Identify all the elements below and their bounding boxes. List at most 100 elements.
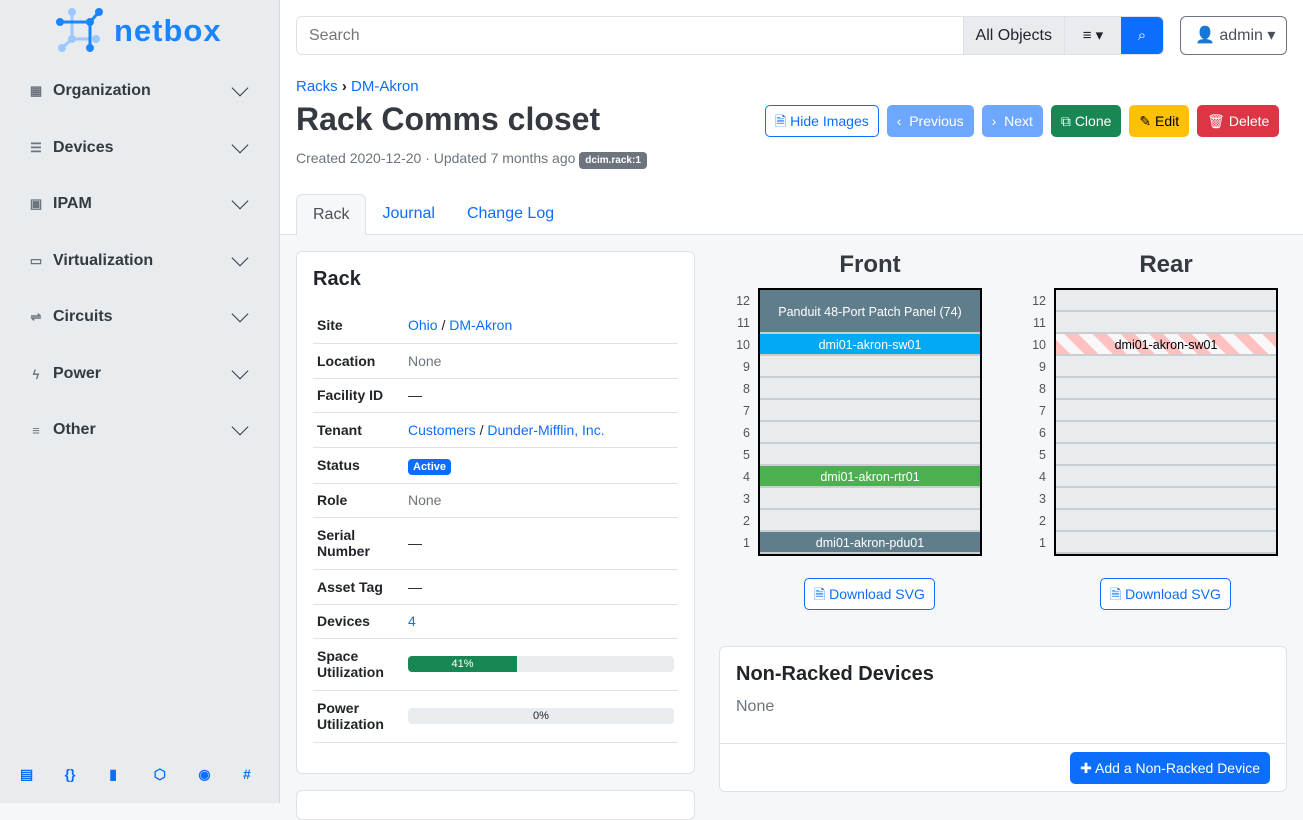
rack-unit-slot[interactable] [760,400,980,422]
api-icon[interactable]: {} [64,766,76,782]
rack-unit-slot[interactable] [1056,400,1276,422]
label: Add a Non-Racked Device [1095,760,1260,776]
user-menu[interactable]: 👤 admin ▾ [1180,16,1287,55]
label: Clone [1074,113,1112,129]
chevron-down-icon [231,418,249,436]
server-icon: ☰ [30,140,42,155]
page-meta: Created 2020-12-20 · Updated 7 months ag… [296,150,647,169]
sidebar-item-other[interactable]: ≡ Other [28,418,252,439]
unit-number: 6 [1039,426,1046,440]
sidebar-item-ipam[interactable]: ▣ IPAM [28,192,252,213]
sidebar-item-devices[interactable]: ☰ Devices [28,136,252,157]
space-utilization-bar: 41% [408,656,674,672]
clone-button[interactable]: ⧉ Clone [1050,105,1122,137]
sidebar-item-label: Circuits [53,308,113,325]
sidebar-item-organization[interactable]: ▦ Organization [28,79,252,100]
attr-label: Tenant [313,412,404,448]
tenant-group-link[interactable]: Customers [408,421,476,438]
site-link[interactable]: DM-Akron [449,316,513,333]
devices-link[interactable]: 4 [408,613,416,629]
tab-changelog[interactable]: Change Log [466,205,555,222]
rack-unit-slot[interactable] [760,356,980,378]
previous-button[interactable]: ‹ Previous [886,105,974,137]
rack-unit-slot[interactable] [760,510,980,532]
unit-number: 5 [743,448,750,462]
download-front-svg-button[interactable]: 🗎 Download SVG [804,578,935,610]
sidebar-item-label: Virtualization [53,252,154,269]
rack-unit-slot[interactable] [1056,510,1276,532]
region-link[interactable]: Ohio [408,316,438,333]
attr-label: Status [313,447,404,484]
chevron-down-icon [231,79,249,97]
rack-unit-slot[interactable] [1056,466,1276,488]
tenant-link[interactable]: Dunder-Mifflin, Inc. [487,421,605,438]
unit-number: 10 [736,338,750,352]
unit-number: 8 [1039,382,1046,396]
hide-images-button[interactable]: 🗎 Hide Images [765,105,879,137]
unit-number: 11 [737,316,750,330]
brand-name: netbox [114,13,222,48]
search-button[interactable]: ⌕ [1121,17,1163,54]
status-badge: Active [408,459,452,475]
search-icon: ⌕ [1137,27,1147,44]
rack-unit-slot[interactable] [760,444,980,466]
rack-unit-slot[interactable] [1056,422,1276,444]
graphql-icon[interactable]: ⬡ [153,766,167,782]
front-title: Front [839,251,901,278]
sidebar-item-virtualization[interactable]: ▭ Virtualization [28,249,252,270]
attr-label: Power Utilization [313,690,404,743]
next-button[interactable]: › Next [981,105,1043,137]
rack-device[interactable]: dmi01-akron-sw01 [760,334,980,356]
label: Delete [1228,113,1270,129]
sidebar-item-circuits[interactable]: ⇌ Circuits [28,305,252,326]
slack-icon[interactable]: # [242,766,251,782]
filter-icon: ≡ ▾ [1082,27,1104,44]
rack-unit-slot[interactable] [760,488,980,510]
rack-unit-slot[interactable] [1056,444,1276,466]
chevron-down-icon [231,362,249,380]
rack-unit-slot[interactable] [1056,356,1276,378]
github-icon[interactable]: ◉ [198,766,211,782]
front-rack-elevation: Panduit 48-Port Patch Panel (74) dmi01-ak… [758,288,982,556]
sidebar: netbox ▦ Organization ☰ Devices ▣ IPAM ▭ Virtua… [0,0,280,803]
unit-number: 9 [1039,360,1046,374]
unit-number: 5 [1039,448,1046,462]
unit-number: 4 [1039,470,1046,484]
rack-unit-slot[interactable] [760,422,980,444]
sidebar-item-label: Power [53,365,102,382]
edit-button[interactable]: ✎ Edit [1129,105,1190,137]
flash-icon: ϟ [32,366,40,382]
download-rear-svg-button[interactable]: 🗎 Download SVG [1100,578,1231,610]
breadcrumb-site[interactable]: DM-Akron [351,78,419,95]
object-tag-badge: dcim.rack:1 [579,152,647,169]
rack-device[interactable]: Panduit 48-Port Patch Panel (74) [760,290,980,334]
rack-unit-slot[interactable] [1056,312,1276,334]
unit-number: 9 [743,360,750,374]
filter-dropdown[interactable]: ≡ ▾ [1064,17,1121,54]
tab-rack[interactable]: Rack [296,194,367,235]
rack-device[interactable]: dmi01-akron-sw01 [1056,334,1276,356]
building-icon: ▦ [29,83,43,98]
breadcrumb: Racks › DM-Akron [296,78,419,95]
tab-journal[interactable]: Journal [382,205,435,222]
breadcrumb-racks[interactable]: Racks [296,78,338,95]
rack-unit-slot[interactable] [1056,378,1276,400]
rack-unit-slot[interactable] [1056,290,1276,312]
rack-unit-slot[interactable] [1056,532,1276,554]
search-input[interactable] [297,17,963,54]
next-card [296,790,695,820]
add-non-racked-device-button[interactable]: ✚ Add a Non-Racked Device [1070,752,1270,784]
rack-unit-slot[interactable] [1056,488,1276,510]
rack-device[interactable]: dmi01-akron-pdu01 [760,532,980,554]
search-scope-select[interactable]: All Objects [962,17,1064,54]
book-icon[interactable]: ▤ [20,766,34,782]
rack-unit-slot[interactable] [760,378,980,400]
sidebar-item-power[interactable]: ϟ Power [28,362,252,383]
unit-number: 3 [743,492,750,506]
netbox-logo[interactable]: netbox [56,8,222,54]
sidebar-item-label: Organization [53,82,151,99]
unit-number: 7 [743,404,750,418]
delete-button[interactable]: 🗑 Delete [1197,105,1280,137]
docs-icon[interactable]: ▮ [109,766,117,782]
rack-device[interactable]: dmi01-akron-rtr01 [760,466,980,488]
